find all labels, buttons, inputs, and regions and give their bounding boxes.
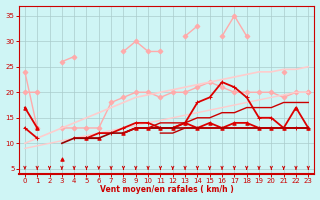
X-axis label: Vent moyen/en rafales ( km/h ): Vent moyen/en rafales ( km/h ) [100,185,234,194]
